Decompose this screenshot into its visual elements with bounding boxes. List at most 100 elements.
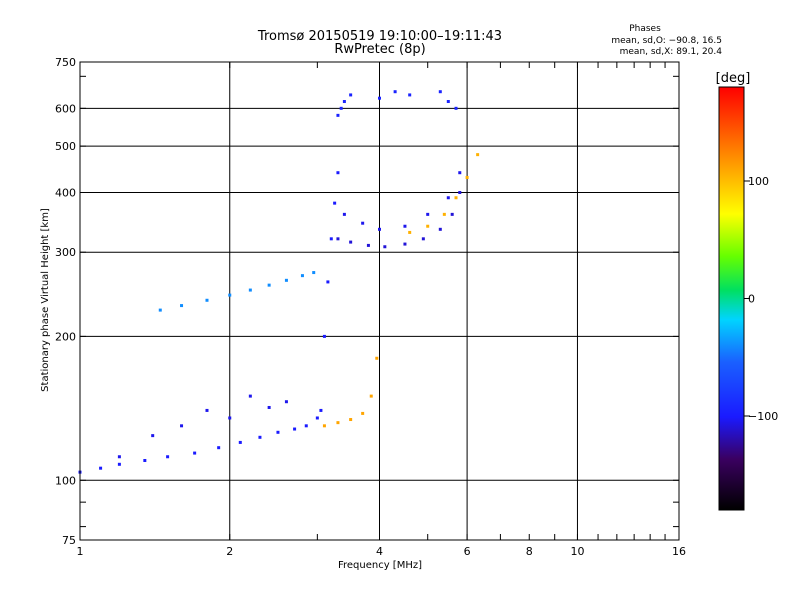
data-point <box>304 424 308 428</box>
colorbar-tick-label: 100 <box>748 175 769 188</box>
data-point <box>465 175 469 179</box>
data-point <box>442 212 446 216</box>
data-point <box>180 424 184 428</box>
phase-box-o: mean, sd,O: −90.8, 16.5 <box>611 36 722 46</box>
data-point <box>322 424 326 428</box>
data-point <box>99 466 103 470</box>
data-point <box>329 237 333 241</box>
data-point <box>166 455 170 459</box>
data-point <box>339 106 343 110</box>
data-point <box>408 230 412 234</box>
data-point <box>336 171 340 175</box>
data-point <box>446 100 450 104</box>
y-tick-label: 75 <box>62 534 76 547</box>
y-tick-label: 200 <box>55 330 76 343</box>
data-point <box>446 196 450 200</box>
data-point <box>193 451 197 455</box>
data-point <box>322 334 326 338</box>
data-point <box>378 96 381 100</box>
data-point <box>349 418 353 422</box>
y-tick-label: 600 <box>55 102 76 115</box>
colorbar-ticks: 100 0 −100 <box>744 175 778 423</box>
data-point <box>450 212 454 216</box>
phase-box-title: Phases <box>629 24 661 34</box>
data-point <box>258 435 262 439</box>
data-point <box>180 304 184 308</box>
data-point <box>342 212 346 216</box>
data-point <box>378 227 381 231</box>
data-point <box>336 113 340 117</box>
axis-ticks: 1 2 4 6 8 10 16 75 100 200 300 400 500 600 750 <box>55 56 686 558</box>
data-point <box>217 446 221 450</box>
data-point <box>228 293 232 297</box>
data-point <box>117 462 121 466</box>
data-point <box>205 408 209 412</box>
data-point <box>349 93 353 97</box>
x-tick-label: 4 <box>376 545 383 558</box>
data-point <box>349 240 353 244</box>
data-point <box>458 171 462 175</box>
data-point <box>361 411 365 415</box>
y-tick-label: 400 <box>55 186 76 199</box>
data-point <box>369 394 373 398</box>
data-point <box>458 190 462 194</box>
chart-subtitle: RwPretec (8p) <box>334 42 425 57</box>
data-point <box>454 106 458 110</box>
colorbar-tick-label: −100 <box>748 410 778 423</box>
data-point <box>383 245 387 249</box>
data-point <box>408 93 412 97</box>
y-tick-label: 300 <box>55 246 76 259</box>
data-point <box>421 237 425 241</box>
data-point <box>312 271 316 275</box>
x-tick-label: 2 <box>226 545 233 558</box>
data-point <box>319 408 323 412</box>
data-point <box>248 394 252 398</box>
x-axis-label: Frequency [MHz] <box>338 560 422 571</box>
data-point <box>276 430 280 434</box>
x-tick-label: 1 <box>77 545 84 558</box>
x-tick-label: 10 <box>570 545 584 558</box>
data-point <box>454 196 458 200</box>
data-point <box>117 455 121 459</box>
data-point <box>403 242 407 246</box>
data-point <box>336 237 340 241</box>
data-point <box>143 458 147 462</box>
data-point <box>375 356 379 360</box>
data-point <box>426 224 430 228</box>
x-tick-label: 6 <box>464 545 471 558</box>
data-point <box>293 427 297 431</box>
data-point <box>267 405 271 409</box>
x-tick-label: 8 <box>526 545 533 558</box>
data-point <box>300 274 304 278</box>
x-tick-label: 16 <box>672 545 686 558</box>
data-point <box>284 400 288 404</box>
data-point <box>438 227 442 231</box>
data-point <box>326 280 330 284</box>
data-point <box>267 283 271 287</box>
y-tick-label: 500 <box>55 140 76 153</box>
data-point <box>151 434 155 438</box>
data-point <box>248 288 252 292</box>
data-point <box>403 224 407 228</box>
data-point <box>315 416 319 420</box>
data-point <box>238 440 242 444</box>
data-point <box>284 278 288 282</box>
data-point <box>426 212 430 216</box>
data-point <box>438 90 442 94</box>
data-point <box>476 153 480 157</box>
y-axis-label: Stationary phase Virtual Height [km] <box>40 208 51 392</box>
data-point <box>342 100 346 104</box>
y-tick-label: 750 <box>55 56 76 69</box>
data-point <box>366 243 370 247</box>
y-tick-label: 100 <box>55 474 76 487</box>
grid-lines <box>80 62 679 540</box>
colorbar-tick-label: 0 <box>748 293 755 306</box>
colorbar-label: [deg] <box>716 71 751 86</box>
colorbar <box>718 86 745 511</box>
data-point <box>333 201 337 205</box>
data-point <box>158 308 162 312</box>
data-point <box>205 298 209 302</box>
data-point <box>393 90 397 94</box>
data-point <box>336 421 340 425</box>
